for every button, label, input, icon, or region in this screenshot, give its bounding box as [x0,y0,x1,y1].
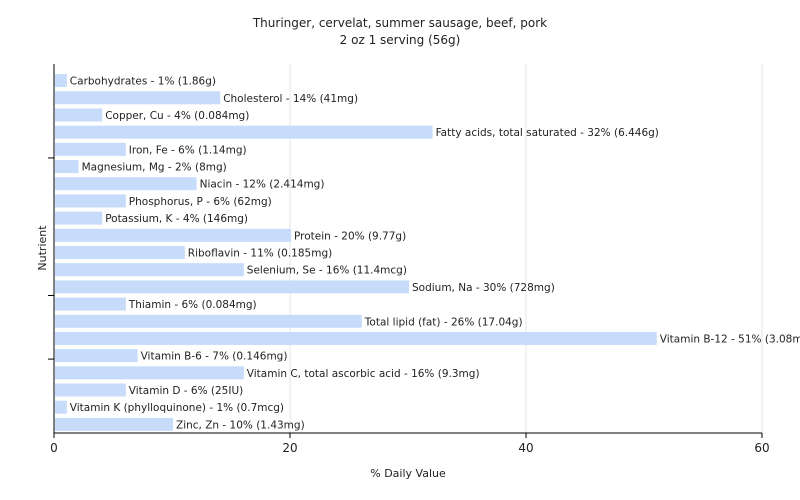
bar-label: Thiamin - 6% (0.084mg) [128,299,257,311]
x-axis-label: % Daily Value [370,467,446,480]
bar [55,142,126,156]
bar-label: Total lipid (fat) - 26% (17.04g) [364,316,523,328]
bar [55,211,103,225]
bar [55,177,197,191]
bar-label: Vitamin D - 6% (25IU) [129,385,243,397]
bar [55,331,657,345]
bar [55,297,126,311]
x-tick-label: 60 [754,441,769,455]
bar [55,125,433,139]
bar-label: Iron, Fe - 6% (1.14mg) [129,144,247,156]
x-axis-ticks: 0 20 40 60 [50,433,770,455]
bar-label: Cholesterol - 14% (41mg) [223,93,358,105]
y-axis-ticks [48,157,54,360]
bar [55,349,138,363]
bar [55,246,185,259]
bar [55,280,409,294]
bar-label: Fatty acids, total saturated - 32% (6.44… [436,127,659,139]
bar [55,314,362,328]
bar-group: Carbohydrates - 1% (1.86g) Cholesterol - … [55,74,800,431]
x-tick-label: 40 [518,441,533,455]
bar [55,263,244,277]
bar [55,160,79,174]
bar-label: Zinc, Zn - 10% (1.43mg) [176,419,305,431]
bar [55,366,244,380]
bar [55,108,103,122]
bar [55,194,126,208]
bar-label: Magnesium, Mg - 2% (8mg) [82,162,227,174]
bar-label: Vitamin B-6 - 7% (0.146mg) [141,351,288,363]
bar-label: Riboflavin - 11% (0.185mg) [188,248,332,260]
axes: 0 20 40 60 [48,64,770,455]
bar [55,417,173,431]
chart-title: Thuringer, cervelat, summer sausage, bee… [252,16,547,30]
bar [55,228,291,242]
bar-label: Vitamin B-12 - 51% (3.08mcg) [660,333,800,345]
bar [55,91,221,105]
x-tick-label: 0 [50,441,58,455]
bar-label: Niacin - 12% (2.414mg) [200,179,325,191]
bar-label: Phosphorus, P - 6% (62mg) [129,196,272,208]
y-axis-label: Nutrient [36,225,49,271]
bar [55,383,126,397]
x-tick-label: 20 [282,441,297,455]
bar-label: Protein - 20% (9.77g) [294,230,406,242]
grid-lines [289,64,763,433]
bar-label: Vitamin K (phylloquinone) - 1% (0.7mcg) [70,402,284,414]
bar-label: Vitamin C, total ascorbic acid - 16% (9.… [247,368,480,380]
bar [55,74,67,88]
bar-label: Selenium, Se - 16% (11.4mcg) [247,265,407,277]
bar-label: Copper, Cu - 4% (0.084mg) [105,110,249,122]
bar-label: Potassium, K - 4% (146mg) [105,213,248,225]
bar-label: Sodium, Na - 30% (728mg) [412,282,555,294]
bar [55,400,67,414]
bar-label: Carbohydrates - 1% (1.86g) [70,76,216,88]
chart-subtitle: 2 oz 1 serving (56g) [340,33,461,47]
